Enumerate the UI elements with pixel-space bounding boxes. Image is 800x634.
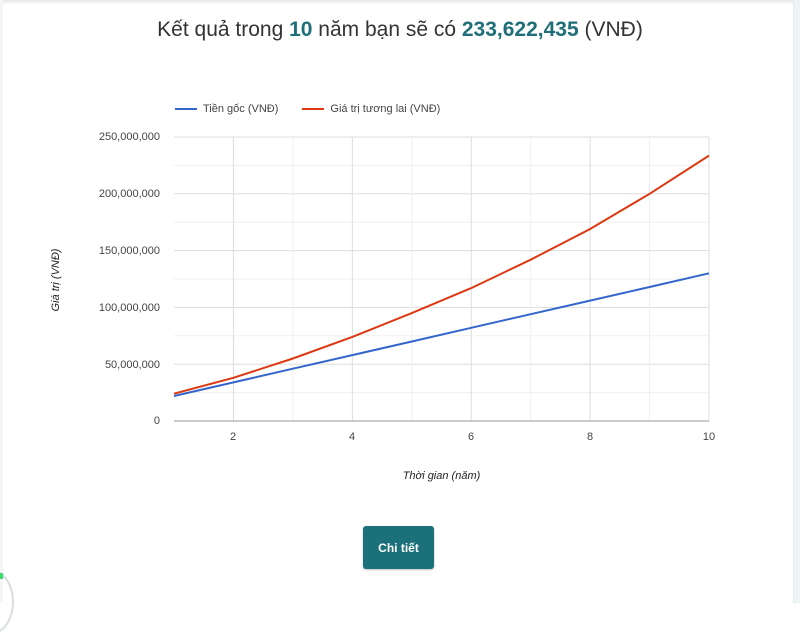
top-shadow bbox=[0, 0, 800, 5]
x-tick-label: 4 bbox=[348, 431, 356, 443]
chart-plot-area bbox=[173, 136, 710, 422]
y-tick-label: 200,000,000 bbox=[98, 188, 160, 200]
legend-line-icon bbox=[302, 108, 325, 110]
x-tick-label: 2 bbox=[229, 431, 237, 443]
corner-status-dot bbox=[0, 573, 3, 579]
x-tick-label: 6 bbox=[467, 431, 475, 443]
chart-legend: Tiền gốc (VNĐ) Giá trị tương lai (VNĐ) bbox=[175, 103, 464, 115]
title-suffix: (VNĐ) bbox=[578, 18, 643, 41]
title-middle: năm bạn sẽ có bbox=[312, 18, 462, 41]
series-line-future-value bbox=[173, 154, 710, 395]
legend-label: Giá trị tương lai (VNĐ) bbox=[330, 103, 441, 115]
y-tick-label: 50,000,000 bbox=[104, 359, 160, 371]
x-tick-label: 10 bbox=[702, 431, 716, 443]
y-tick-label: 150,000,000 bbox=[98, 245, 160, 257]
right-scrollbar[interactable] bbox=[793, 0, 800, 603]
chart-gridlines bbox=[174, 136, 710, 421]
legend-item-principal[interactable]: Tiền gốc (VNĐ) bbox=[175, 103, 278, 115]
series-line-principal bbox=[173, 272, 710, 397]
legend-label: Tiền gốc (VNĐ) bbox=[203, 103, 279, 115]
legend-line-icon bbox=[175, 108, 197, 110]
result-title: Kết quả trong 10 năm bạn sẽ có 233,622,4… bbox=[0, 18, 800, 42]
legend-item-future-value[interactable]: Giá trị tương lai (VNĐ) bbox=[302, 103, 440, 115]
y-tick-label: 100,000,000 bbox=[98, 302, 160, 314]
details-button[interactable]: Chi tiết bbox=[363, 526, 434, 569]
y-tick-label: 250,000,000 bbox=[98, 131, 160, 143]
left-edge bbox=[0, 0, 3, 603]
title-years: 10 bbox=[289, 18, 313, 41]
x-tick-label: 8 bbox=[586, 431, 594, 443]
title-prefix: Kết quả trong bbox=[157, 18, 290, 41]
x-axis-title: Thời gian (năm) bbox=[402, 470, 481, 482]
title-amount: 233,622,435 bbox=[461, 18, 579, 41]
y-tick-label: 0 bbox=[153, 415, 160, 427]
